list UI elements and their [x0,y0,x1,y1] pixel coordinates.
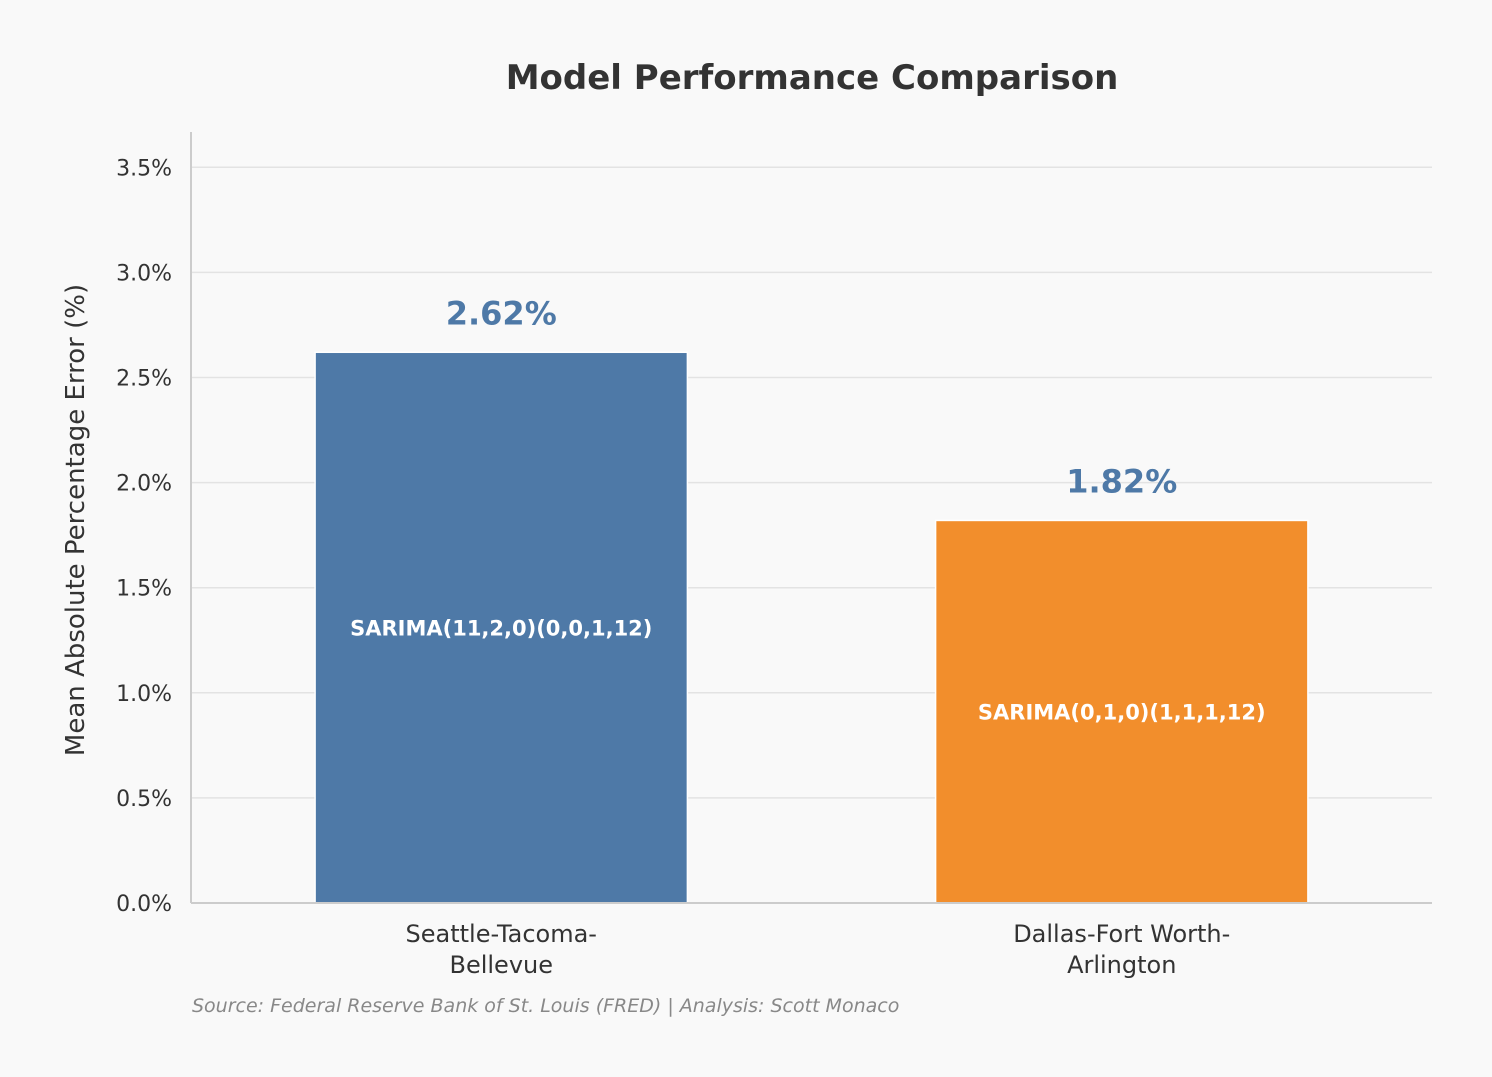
y-tick-label: 2.0% [116,472,172,497]
value-label: 2.62% [446,294,557,332]
y-tick-label: 1.0% [116,682,172,707]
y-tick-label: 3.0% [116,261,172,286]
y-tick-label: 3.5% [116,156,172,181]
x-tick-label: Bellevue [449,951,553,979]
y-tick-label: 0.5% [116,787,172,812]
bars [314,351,1309,904]
value-label: 1.82% [1066,462,1177,500]
x-tick-label: Arlington [1067,951,1176,979]
model-label: SARIMA(11,2,0)(0,0,1,12) [350,617,652,641]
x-tick-labels: Seattle-Tacoma- Bellevue Dallas-Fort Worth… [406,920,1231,979]
y-tick-label: 1.5% [116,577,172,602]
data-labels: 2.62% SARIMA(11,2,0)(0,0,1,12) 1.82% SARIMA… [350,294,1265,724]
y-tick-label: 0.0% [116,892,172,917]
chart-title: Model Performance Comparison [506,58,1119,98]
x-tick-label: Seattle-Tacoma- [406,920,597,948]
y-tick-labels: 0.0% 0.5% 1.0% 1.5% 2.0% 2.5% 3.0% 3.5% [116,156,172,917]
y-tick-label: 2.5% [116,367,172,392]
source-note: Source: Federal Reserve Bank of St. Loui… [192,995,899,1017]
model-label: SARIMA(0,1,0)(1,1,1,12) [978,701,1266,725]
x-tick-label: Dallas-Fort Worth- [1013,920,1230,948]
bar [934,519,1309,904]
y-axis-label: Mean Absolute Percentage Error (%) [61,284,91,756]
